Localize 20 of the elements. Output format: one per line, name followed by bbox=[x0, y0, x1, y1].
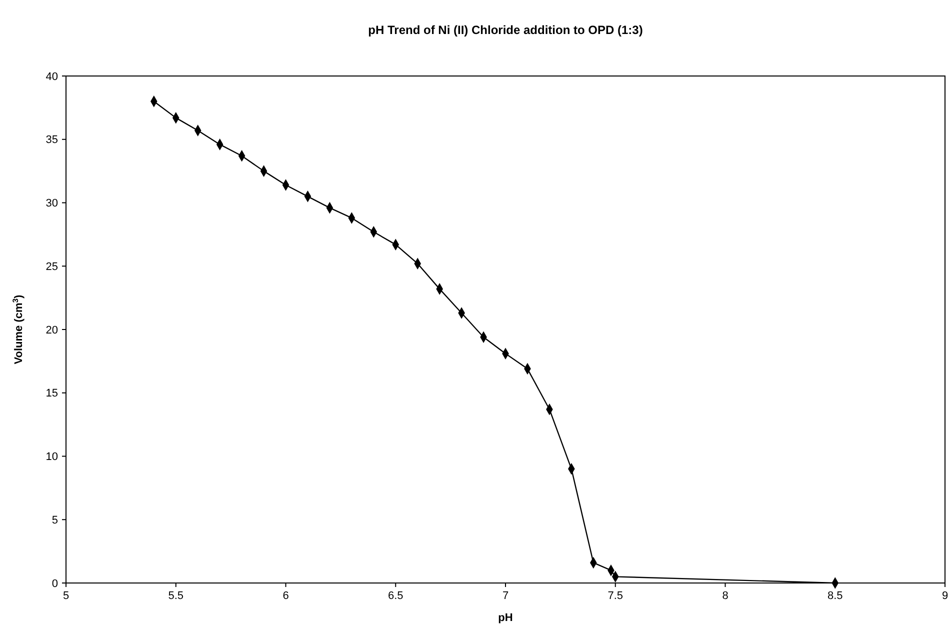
y-tick-label: 30 bbox=[46, 198, 58, 210]
y-tick-label: 20 bbox=[46, 324, 58, 336]
y-tick-label: 0 bbox=[52, 578, 58, 590]
x-tick-label: 8.5 bbox=[827, 590, 843, 602]
y-tick-label: 15 bbox=[46, 388, 58, 400]
x-tick-label: 6 bbox=[282, 590, 289, 602]
x-tick-label: 7.5 bbox=[608, 590, 624, 602]
y-tick-label: 25 bbox=[46, 260, 58, 273]
y-tick-label: 40 bbox=[46, 70, 58, 83]
x-tick-label: 6.5 bbox=[388, 590, 404, 602]
y-tick-label: 10 bbox=[46, 451, 58, 464]
x-tick-label: 9 bbox=[942, 590, 948, 602]
y-tick-label: 35 bbox=[46, 134, 58, 146]
y-tick-label: 5 bbox=[52, 514, 58, 526]
x-tick-label: 5 bbox=[62, 590, 70, 602]
x-tick-label: 5.5 bbox=[168, 590, 184, 602]
x-axis-title: pH bbox=[498, 612, 513, 624]
x-tick-label: 8 bbox=[722, 590, 728, 602]
chart-title: pH Trend of Ni (II) Chloride addition to OPD (1:3) bbox=[368, 23, 643, 37]
x-tick-label: 7 bbox=[502, 590, 509, 602]
